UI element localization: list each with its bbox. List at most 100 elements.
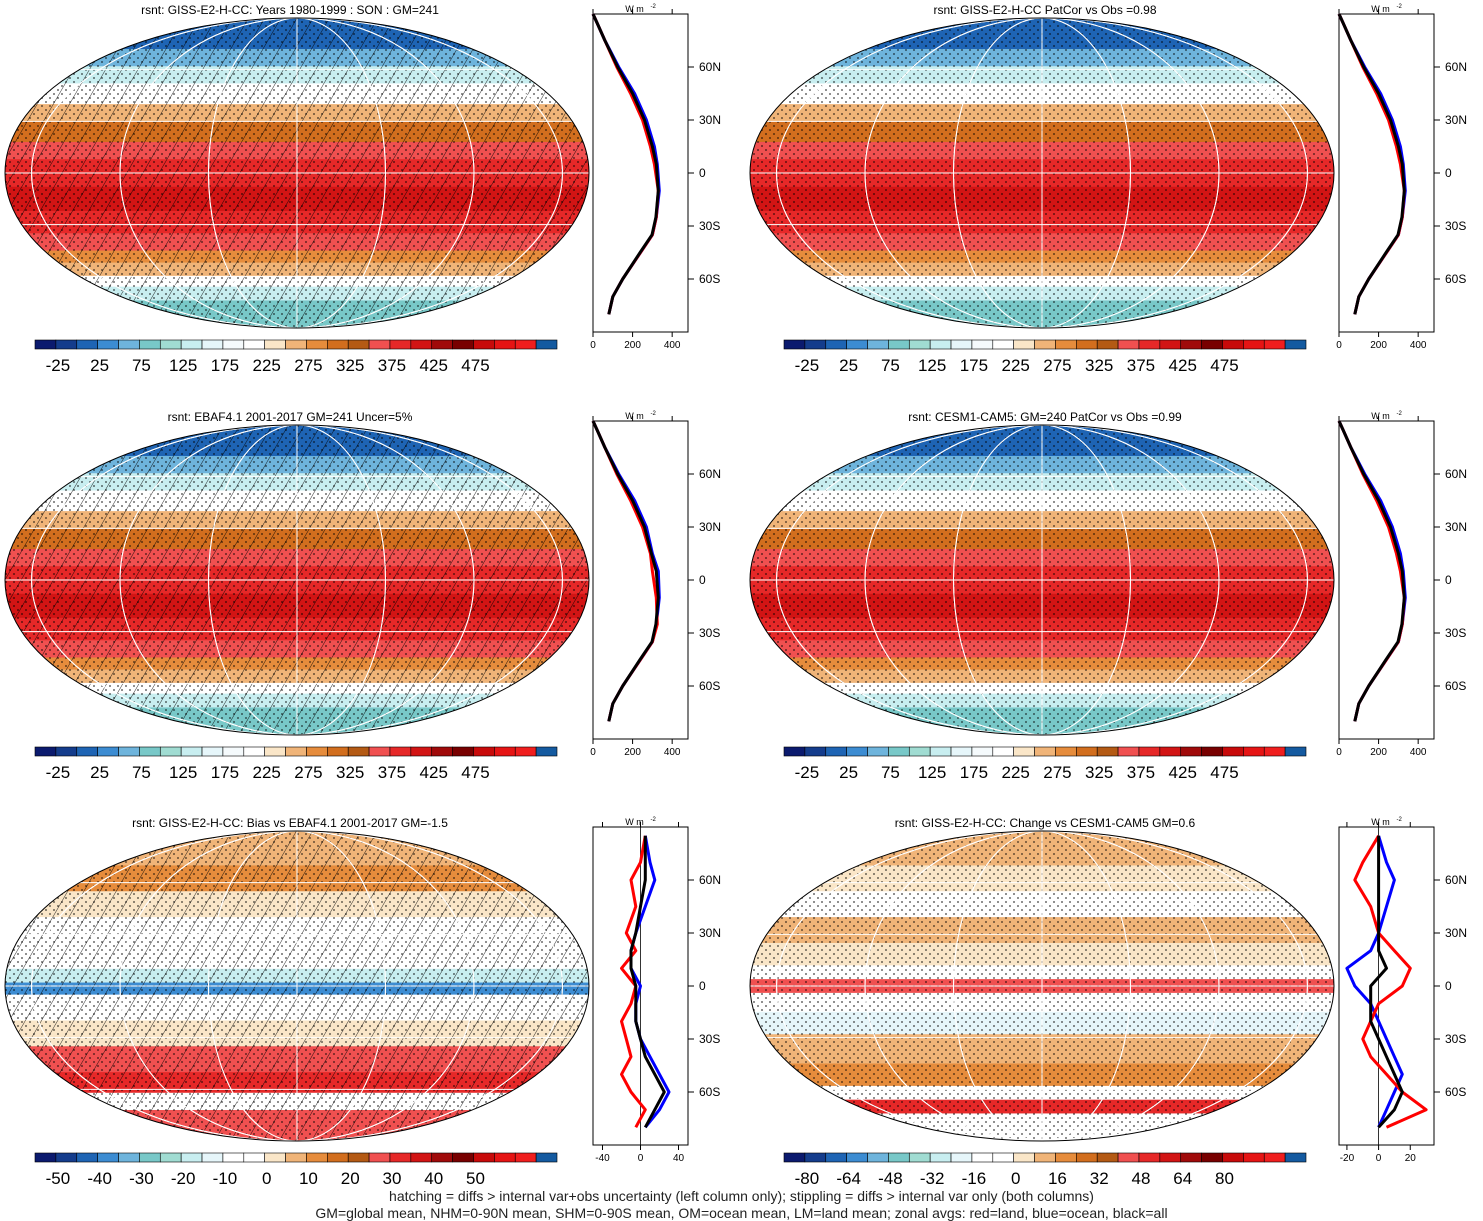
x-tick-label: 400 bbox=[1410, 340, 1427, 351]
colorbar-swatch bbox=[1159, 1152, 1182, 1163]
colorbar-label: 75 bbox=[881, 763, 900, 782]
colorbar-swatch bbox=[1117, 1152, 1140, 1163]
map-outline bbox=[749, 830, 1335, 1142]
colorbar-swatch bbox=[1180, 1152, 1202, 1163]
colorbar-swatch bbox=[1138, 1152, 1161, 1163]
panel-2: -25 25 75 125 175 225 275 325 375 425 475 60N 30N 0 30… bbox=[749, 4, 1467, 375]
colorbar-swatch bbox=[971, 339, 994, 350]
colorbar-swatch bbox=[1284, 1152, 1307, 1163]
colorbar-swatch bbox=[473, 1152, 495, 1163]
lat-tick-label: 30N bbox=[699, 113, 721, 127]
colorbar-swatch bbox=[389, 1152, 412, 1163]
map-outline bbox=[749, 424, 1335, 736]
colorbar-swatch bbox=[1201, 339, 1223, 350]
colorbar-swatch bbox=[950, 746, 973, 757]
colorbar-swatch bbox=[1284, 339, 1307, 350]
colorbar-label: -16 bbox=[962, 1169, 987, 1188]
colorbar-swatch bbox=[514, 339, 537, 350]
colorbar-swatch bbox=[1138, 339, 1161, 350]
colorbar-swatch bbox=[1180, 746, 1202, 757]
colorbar-swatch bbox=[222, 746, 245, 757]
colorbar-swatch bbox=[867, 1152, 889, 1163]
colorbar-label: 32 bbox=[1090, 1169, 1109, 1188]
colorbar-label: 375 bbox=[1127, 763, 1155, 782]
x-tick-label: 200 bbox=[1370, 747, 1387, 758]
colorbar-label: 275 bbox=[294, 763, 322, 782]
map-outline bbox=[749, 17, 1335, 329]
lat-tick-label: 60N bbox=[699, 873, 721, 887]
colorbar-label: 375 bbox=[378, 356, 406, 375]
colorbar-swatch bbox=[452, 1152, 474, 1163]
colorbar-swatch bbox=[180, 339, 203, 350]
colorbar-swatch bbox=[431, 1152, 453, 1163]
lat-tick-label: 30S bbox=[699, 626, 720, 640]
x-tick-label: 400 bbox=[664, 340, 681, 351]
x-tick-label: 0 bbox=[1336, 340, 1342, 351]
colorbar-swatch bbox=[1201, 1152, 1223, 1163]
zonal-units-sup: -2 bbox=[1397, 4, 1403, 10]
colorbar-swatch bbox=[389, 746, 412, 757]
colorbar-swatch bbox=[201, 1152, 224, 1163]
colorbar-swatch bbox=[1096, 339, 1119, 350]
colorbar-label: 425 bbox=[1169, 356, 1197, 375]
colorbar-swatch bbox=[804, 746, 827, 757]
colorbar-label: 40 bbox=[424, 1169, 443, 1188]
lat-tick-label: 60N bbox=[699, 60, 721, 74]
colorbar-swatch bbox=[494, 1152, 516, 1163]
colorbar-swatch bbox=[139, 746, 161, 757]
colorbar-swatch bbox=[222, 1152, 245, 1163]
zonal-series-ocean bbox=[629, 835, 671, 1129]
zonal-units: W m bbox=[1371, 4, 1390, 14]
colorbar-label: 325 bbox=[1085, 356, 1113, 375]
colorbar-swatch bbox=[243, 1152, 265, 1163]
zonal-series-land bbox=[620, 835, 647, 1129]
colorbar-swatch bbox=[34, 1152, 57, 1163]
lat-tick-label: 0 bbox=[699, 166, 706, 180]
colorbar-swatch bbox=[867, 339, 889, 350]
zonal-frame bbox=[592, 420, 689, 740]
colorbar-swatch bbox=[410, 339, 433, 350]
colorbar-swatch bbox=[908, 746, 931, 757]
colorbar-swatch bbox=[846, 746, 868, 757]
colorbar-swatch bbox=[243, 339, 265, 350]
colorbar-swatch bbox=[1013, 746, 1035, 757]
colorbar-swatch bbox=[97, 339, 119, 350]
colorbar-swatch bbox=[389, 339, 412, 350]
zonal-plot-1: 60N 30N 0 30S 60S 0 200 400 W m -2 bbox=[590, 4, 721, 351]
colorbar-label: 175 bbox=[960, 763, 988, 782]
colorbar-swatch bbox=[992, 1152, 1014, 1163]
colorbar-swatch bbox=[327, 746, 349, 757]
colorbar-swatch bbox=[285, 1152, 307, 1163]
panel-5: -50 -40 -30 -20 -10 0 10 20 30 40 5060N30N030S60S-… bbox=[4, 817, 721, 1188]
colorbar-label: 375 bbox=[378, 763, 406, 782]
map-outline bbox=[4, 17, 590, 329]
colorbar-swatch bbox=[34, 746, 57, 757]
lat-tick-label: 60N bbox=[1445, 467, 1467, 481]
zonal-series-all bbox=[629, 835, 666, 1129]
colorbar-label: 475 bbox=[461, 763, 489, 782]
zonal-series-all bbox=[591, 420, 660, 722]
lat-tick-label: 30N bbox=[1445, 113, 1467, 127]
colorbar-swatch bbox=[159, 1152, 182, 1163]
colorbar-swatch bbox=[1222, 339, 1244, 350]
colorbar-label: 475 bbox=[1210, 763, 1238, 782]
lat-tick-label: 30S bbox=[1445, 1032, 1466, 1046]
colorbar-swatch bbox=[139, 1152, 161, 1163]
zonal-frame bbox=[1338, 13, 1435, 333]
colorbar-swatch bbox=[1159, 339, 1182, 350]
colorbar-swatch bbox=[908, 1152, 931, 1163]
lat-tick-label: 30N bbox=[699, 520, 721, 534]
colorbar-label: 25 bbox=[90, 356, 109, 375]
colorbar-swatch bbox=[264, 339, 286, 350]
zonal-units: W m bbox=[625, 411, 644, 421]
colorbar-swatch bbox=[1222, 746, 1244, 757]
lat-tick-label: 0 bbox=[1445, 573, 1452, 587]
colorbar-label: -10 bbox=[213, 1169, 238, 1188]
lat-tick-label: 60S bbox=[1445, 272, 1466, 286]
panel-title-6: rsnt: GISS-E2-H-CC: Change vs CESM1-CAM5… bbox=[894, 816, 1196, 830]
colorbar-swatch bbox=[514, 746, 537, 757]
x-tick-label: 200 bbox=[1370, 340, 1387, 351]
colorbar-swatch bbox=[1243, 746, 1265, 757]
colorbar-swatch bbox=[1034, 746, 1056, 757]
colorbar-swatch bbox=[971, 746, 994, 757]
